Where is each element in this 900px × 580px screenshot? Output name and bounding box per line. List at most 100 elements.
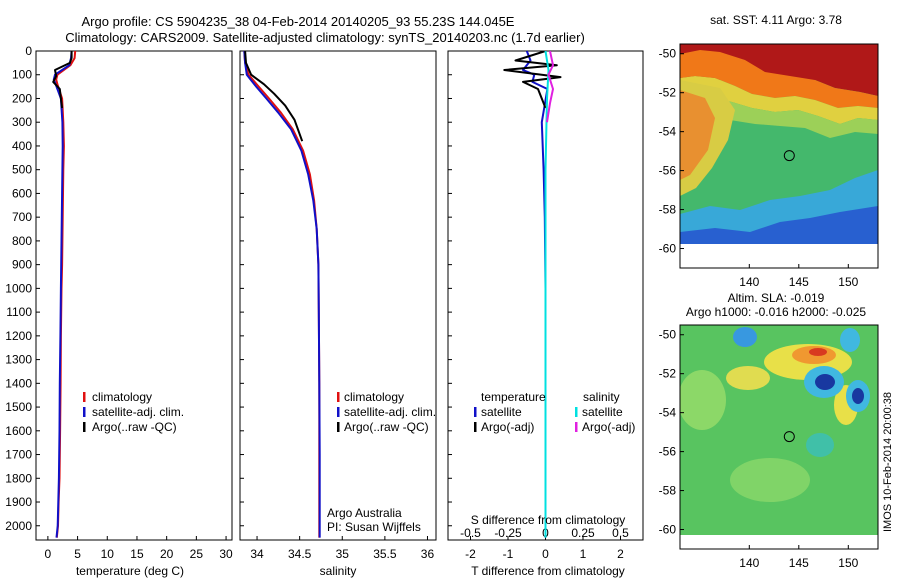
difference-panel: -2 -1 0 1 2-0.5 -0.25 0 0.25 0.5 S difference fr… <box>447 50 644 578</box>
salinity-legend: climatology satellite-adj. clim. Argo(..… <box>337 390 436 434</box>
y-tick-label: 400 <box>12 139 32 153</box>
series-line-argo-raw-qc <box>244 51 304 142</box>
sla-no-data-band <box>680 535 878 549</box>
x-tick-label: 36 <box>421 547 435 561</box>
y-tick-label: 1800 <box>5 471 32 485</box>
sst-region-north-cap <box>680 44 878 96</box>
argo-location-marker <box>783 431 795 443</box>
lon-tick-label: 150 <box>838 275 858 289</box>
sst-region-front-yellow <box>680 76 878 124</box>
temperature-ticks: 0100200300400500600700800900100011001200… <box>5 44 233 561</box>
lon-tick-label: 140 <box>739 556 759 570</box>
sla-blob-yellow-center <box>726 366 770 390</box>
legend-swatch-temp-satellite <box>474 407 477 417</box>
y-tick-label: 1200 <box>5 329 32 343</box>
sla-blob-light-west <box>680 370 726 430</box>
salinity-xlabel: salinity <box>320 564 357 578</box>
temperature-series <box>52 51 77 538</box>
sla-blob-navy-east-b <box>852 388 864 404</box>
x-tick-label: 2 <box>617 547 624 561</box>
lat-tick-label: -56 <box>659 445 677 459</box>
series-line-salinity-satellite <box>544 51 550 538</box>
y-tick-label: 600 <box>12 186 32 200</box>
x-tick-label: 15 <box>130 547 144 561</box>
sla-map-frame <box>679 324 879 550</box>
difference-top-label: S difference from climatology <box>471 513 626 527</box>
legend-label-temp-argo: Argo(-adj) <box>481 420 534 434</box>
legend-swatch-temp-argo <box>474 422 477 432</box>
x-tick-label: 0 <box>542 547 549 561</box>
y-tick-label: 900 <box>12 258 32 272</box>
salinity-annotation-line-2: PI: Susan Wijffels <box>327 520 421 534</box>
lat-tick-label: -54 <box>659 406 677 420</box>
sla-blob-navy-east-a <box>815 374 835 390</box>
y-tick-label: 1400 <box>5 376 32 390</box>
y-tick-label: 1300 <box>5 353 32 367</box>
lat-tick-label: -52 <box>659 367 677 381</box>
x-tick-label: 34.5 <box>288 547 312 561</box>
lon-tick-label: 150 <box>838 556 858 570</box>
salinity-axes-box <box>239 50 437 541</box>
series-line-argo-raw-qc <box>52 51 73 109</box>
temperature-legend: climatology satellite-adj. clim. Argo(..… <box>83 390 184 434</box>
legend-label-climatology: climatology <box>344 390 404 404</box>
x-tick-label: 30 <box>219 547 233 561</box>
y-tick-label: 800 <box>12 234 32 248</box>
difference-xlabel: T difference from climatology <box>471 564 625 578</box>
y-tick-label: 2000 <box>5 519 32 533</box>
x-tick-label: 10 <box>101 547 115 561</box>
difference-legend: temperature salinity satellite Argo(-adj… <box>474 390 635 434</box>
series-line-satellite-adj-clim <box>243 51 321 538</box>
x-tick-label: 35 <box>336 547 350 561</box>
sla-map-subtitle: Argo h1000: -0.016 h2000: -0.025 <box>686 305 866 319</box>
salinity-panel: 34 34.5 35 35.5 36 salinity climatology sate… <box>239 50 437 578</box>
legend-label-argo: Argo(..raw -QC) <box>92 420 177 434</box>
y-tick-label: 700 <box>12 210 32 224</box>
s-x-tick-label: 0.5 <box>612 526 629 540</box>
salinity-series <box>243 51 321 538</box>
series-line-satellite-adj-clim <box>52 51 73 538</box>
salinity-ticks: 34 34.5 35 35.5 36 <box>240 50 435 561</box>
temperature-panel: 0100200300400500600700800900100011001200… <box>5 44 233 578</box>
sla-blob-teal-south <box>806 433 834 457</box>
legend-label-satellite-adj: satellite-adj. clim. <box>344 405 436 419</box>
sla-map-image <box>680 325 878 549</box>
y-tick-label: 1900 <box>5 495 32 509</box>
legend-swatch-satellite-adj <box>337 407 340 417</box>
lat-tick-label: -50 <box>659 328 677 342</box>
title-line-2: Climatology: CARS2009. Satellite-adjuste… <box>65 30 585 45</box>
legend-swatch-argo <box>83 422 86 432</box>
lat-tick-label: -50 <box>659 47 677 61</box>
legend-swatch-sal-argo <box>575 422 578 432</box>
lat-tick-label: -52 <box>659 86 677 100</box>
y-tick-label: 1500 <box>5 400 32 414</box>
temperature-xlabel: temperature (deg C) <box>76 564 184 578</box>
sst-map-ticks: -50 -52 -54 -56 -58 -60 140 145 150 <box>659 47 859 289</box>
lat-tick-label: -58 <box>659 203 677 217</box>
legend-swatch-satellite-adj <box>83 407 86 417</box>
x-tick-label: -1 <box>503 547 514 561</box>
sst-map-title: sat. SST: 4.11 Argo: 3.78 <box>710 13 842 27</box>
x-tick-label: 34 <box>250 547 264 561</box>
lon-tick-label: 145 <box>789 275 809 289</box>
x-tick-label: 20 <box>160 547 174 561</box>
sst-map-panel: sat. SST: 4.11 Argo: 3.78 -50-52-54-56-5… <box>659 13 879 289</box>
legend-header-temperature: temperature <box>481 390 546 404</box>
lon-tick-label: 140 <box>739 275 759 289</box>
y-tick-label: 1100 <box>6 305 32 319</box>
s-x-tick-label: 0.25 <box>571 526 595 540</box>
y-tick-label: 300 <box>12 115 32 129</box>
sst-region-south-cold <box>680 206 878 244</box>
lat-tick-label: -60 <box>659 523 677 537</box>
lat-tick-label: -54 <box>659 125 677 139</box>
argo-location-marker <box>783 150 795 162</box>
salinity-annotation-line-1: Argo Australia <box>327 506 402 520</box>
sla-map-title: Altim. SLA: -0.019 <box>728 291 825 305</box>
legend-header-salinity: salinity <box>583 390 620 404</box>
legend-label-argo: Argo(..raw -QC) <box>344 420 429 434</box>
lat-tick-label: -60 <box>659 242 677 256</box>
sla-blob-blue-nw <box>733 327 757 347</box>
x-tick-label: -2 <box>465 547 476 561</box>
x-tick-label: 35.5 <box>373 547 397 561</box>
temperature-axes-box <box>35 50 233 541</box>
